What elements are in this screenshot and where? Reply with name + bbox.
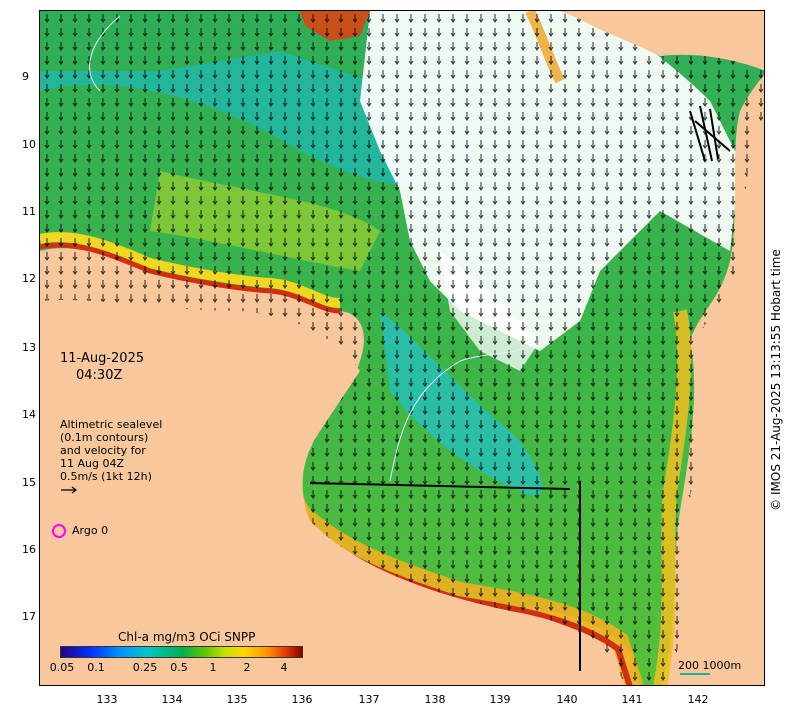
x-tick-label: 133 <box>96 693 118 706</box>
colorbar-gradient <box>60 646 303 658</box>
colorbar-tick: 1 <box>209 661 217 674</box>
chlorophyll-map <box>40 11 764 685</box>
credit-text: © IMOS 21-Aug-2025 13:13:55 Hobart time <box>769 249 783 511</box>
land-south-mask <box>40 299 625 685</box>
altimetry-line: 11 Aug 04Z <box>60 457 125 470</box>
argo-label: Argo 0 <box>72 524 109 537</box>
land-east-mask <box>668 116 764 685</box>
colorbar-tick: 0.1 <box>87 661 105 674</box>
land-north-mask <box>420 11 764 71</box>
sealevel-contour <box>389 340 541 482</box>
y-tick-label: 11 <box>22 205 36 218</box>
altimetry-line: (0.1m contours) <box>60 431 149 444</box>
y-tick-label: 15 <box>22 476 36 489</box>
date-label: 11-Aug-2025 04:30Z <box>60 350 144 384</box>
y-tick-label: 12 <box>22 272 36 285</box>
x-tick-label: 134 <box>161 693 183 706</box>
date-text: 11-Aug-2025 <box>60 351 145 366</box>
altimetry-line: 0.5m/s (1kt 12h) <box>60 470 152 483</box>
y-tick-label: 14 <box>22 408 36 421</box>
x-tick-label: 136 <box>291 693 313 706</box>
y-tick-label: 9 <box>22 70 29 83</box>
x-tick-label: 142 <box>687 693 709 706</box>
y-tick-label: 10 <box>22 138 36 151</box>
colorbar-tick: 2 <box>243 661 251 674</box>
map-frame <box>39 10 765 686</box>
colorbar-tick: 0.05 <box>49 661 75 674</box>
argo-legend: Argo 0 <box>52 524 108 538</box>
velocity-scale-arrow-icon <box>61 486 77 494</box>
current-jet <box>689 105 731 162</box>
x-tick-label: 138 <box>424 693 446 706</box>
x-tick-label: 140 <box>556 693 578 706</box>
altimetry-line: and velocity for <box>60 444 146 457</box>
depth-scale-label: 200 1000m <box>678 659 742 672</box>
sealevel-contour <box>89 15 121 92</box>
depth-scale-line <box>680 673 710 675</box>
current-jet <box>309 482 571 490</box>
colorbar-tick: 0.25 <box>132 661 158 674</box>
x-tick-label: 141 <box>621 693 643 706</box>
x-tick-label: 137 <box>358 693 380 706</box>
x-tick-label: 135 <box>226 693 248 706</box>
altimetry-note: Altimetric sealevel (0.1m contours) and … <box>60 418 162 497</box>
y-tick-label: 13 <box>22 341 36 354</box>
colorbar-tick: 0.5 <box>170 661 188 674</box>
y-tick-label: 16 <box>22 543 36 556</box>
colorbar-title: Chl-a mg/m3 OCi SNPP <box>118 630 256 644</box>
y-tick-label: 17 <box>22 610 36 623</box>
altimetry-line: Altimetric sealevel <box>60 418 163 431</box>
argo-float-icon <box>52 524 66 538</box>
colorbar-tick: 4 <box>280 661 288 674</box>
x-tick-label: 139 <box>489 693 511 706</box>
colorbar: Chl-a mg/m3 OCi SNPP 0.05 0.1 0.25 0.5 1… <box>48 630 308 678</box>
time-text: 04:30Z <box>76 368 123 383</box>
